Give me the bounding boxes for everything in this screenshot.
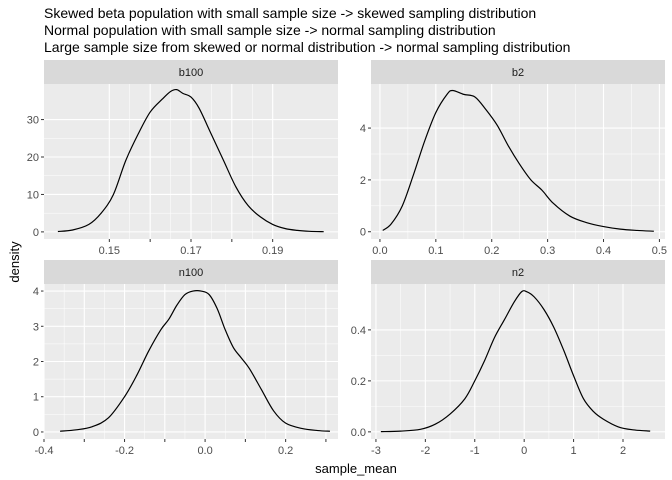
x-tick-label: 0.17 [180, 245, 201, 257]
x-tick-label: 0 [521, 445, 527, 457]
x-tick-label: -1 [470, 445, 480, 457]
x-tick-label: 0.15 [99, 245, 120, 257]
title-line-1: Skewed beta population with small sample… [44, 5, 536, 21]
y-tick-label: 1 [33, 392, 39, 404]
density-line-n100 [60, 290, 330, 432]
x-axis-title: sample_mean [315, 461, 397, 476]
x-tick-label: 0.3 [540, 245, 555, 257]
y-tick-label: 0 [33, 427, 39, 439]
strip-n100 [44, 260, 338, 284]
panel-n100: n100 0 1 2 3 4 -0.4 -0.2 0.0 0.2 [33, 260, 338, 457]
y-tick-label: 0.2 [351, 376, 366, 388]
strip-label-n100: n100 [179, 267, 203, 279]
x-tick-label: -3 [371, 445, 381, 457]
panel-b100: b100 0 10 20 30 0.15 0.17 0.19 [27, 60, 338, 257]
strip-n2 [371, 260, 665, 284]
y-tick-label: 20 [27, 152, 39, 164]
x-tick-label: -0.2 [115, 445, 134, 457]
panel-background-n2 [371, 284, 665, 439]
panel-n2: n2 0.0 0.2 0.4 -3 -2 -1 0 1 2 [351, 260, 665, 457]
strip-label-n2: n2 [512, 267, 524, 279]
y-tick-label: 0 [33, 227, 39, 239]
x-tick-label: -0.4 [35, 445, 54, 457]
y-tick-label: 0 [360, 227, 366, 239]
y-tick-label: 2 [33, 357, 39, 369]
y-tick-label: 10 [27, 189, 39, 201]
chart-title: Skewed beta population with small sample… [44, 5, 570, 55]
x-tick-label: 0.2 [278, 445, 293, 457]
strip-label-b2: b2 [512, 67, 524, 79]
x-tick-label: 0.2 [484, 245, 499, 257]
y-tick-label: 0.4 [351, 325, 366, 337]
strip-b2 [371, 60, 665, 84]
y-tick-label: 2 [360, 175, 366, 187]
strip-label-b100: b100 [179, 67, 203, 79]
density-line-b2 [382, 89, 654, 232]
y-tick-label: 4 [33, 286, 39, 298]
x-tick-label: 1 [571, 445, 577, 457]
y-tick-label: 3 [33, 321, 39, 333]
panel-b2: b2 0 2 4 0.0 0.1 0.2 0.3 0.4 0.5 [360, 60, 667, 257]
x-tick-label: -2 [420, 445, 430, 457]
y-tick-label: 30 [27, 115, 39, 127]
x-tick-label: 0.5 [652, 245, 667, 257]
x-tick-label: 2 [620, 445, 626, 457]
strip-b100 [44, 60, 338, 84]
x-tick-label: 0.4 [596, 245, 611, 257]
density-line-n2 [380, 290, 651, 433]
x-tick-label: 0.0 [197, 445, 212, 457]
title-line-3: Large sample size from skewed or normal … [44, 39, 570, 55]
x-tick-label: 0.19 [262, 245, 283, 257]
y-axis-title: density [7, 241, 22, 283]
density-line-b100 [57, 88, 324, 233]
y-tick-label: 0.0 [351, 427, 366, 439]
x-tick-label: 0.1 [428, 245, 443, 257]
title-line-2: Normal population with small sample size… [44, 22, 496, 38]
x-tick-label: 0.0 [372, 245, 387, 257]
y-tick-label: 4 [360, 123, 366, 135]
